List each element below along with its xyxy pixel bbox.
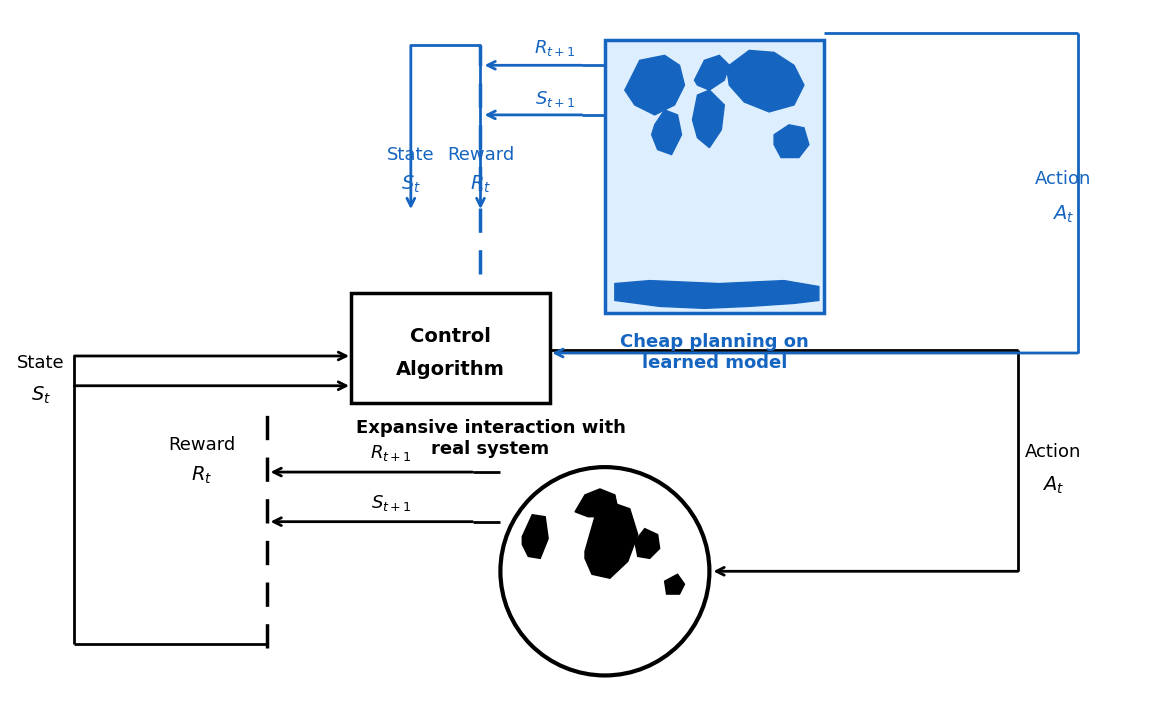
Text: Reward: Reward [447,146,514,164]
Text: Action: Action [1025,443,1081,461]
Text: $S_{t+1}$: $S_{t+1}$ [371,493,412,513]
Polygon shape [693,90,724,148]
Text: Cheap planning on
learned model: Cheap planning on learned model [620,333,809,372]
Text: $R_t$: $R_t$ [470,173,491,195]
Polygon shape [665,574,684,594]
Text: $R_{t+1}$: $R_{t+1}$ [534,38,576,58]
Polygon shape [774,125,809,158]
Polygon shape [634,529,660,559]
Text: $S_t$: $S_t$ [401,173,421,195]
Polygon shape [575,489,618,517]
Bar [605,40,824,314]
Text: State: State [16,354,64,372]
Polygon shape [585,502,638,578]
Text: $S_t$: $S_t$ [30,385,50,406]
Text: $A_t$: $A_t$ [1041,474,1063,496]
Text: Algorithm: Algorithm [396,360,505,379]
Text: Control: Control [410,326,491,346]
Text: Action: Action [1034,171,1091,188]
Circle shape [500,467,709,675]
Polygon shape [695,55,729,90]
Polygon shape [728,50,803,112]
Polygon shape [652,110,682,154]
Text: $A_t$: $A_t$ [1052,203,1074,224]
Text: $R_{t+1}$: $R_{t+1}$ [370,443,412,463]
Text: $S_{t+1}$: $S_{t+1}$ [535,89,576,109]
Text: State: State [387,146,435,164]
Text: Reward: Reward [168,436,236,455]
Polygon shape [522,515,548,559]
Bar [351,294,550,403]
Polygon shape [614,280,819,309]
Text: $R_t$: $R_t$ [191,464,212,486]
Polygon shape [625,55,684,115]
Text: Expansive interaction with
real system: Expansive interaction with real system [356,419,625,458]
